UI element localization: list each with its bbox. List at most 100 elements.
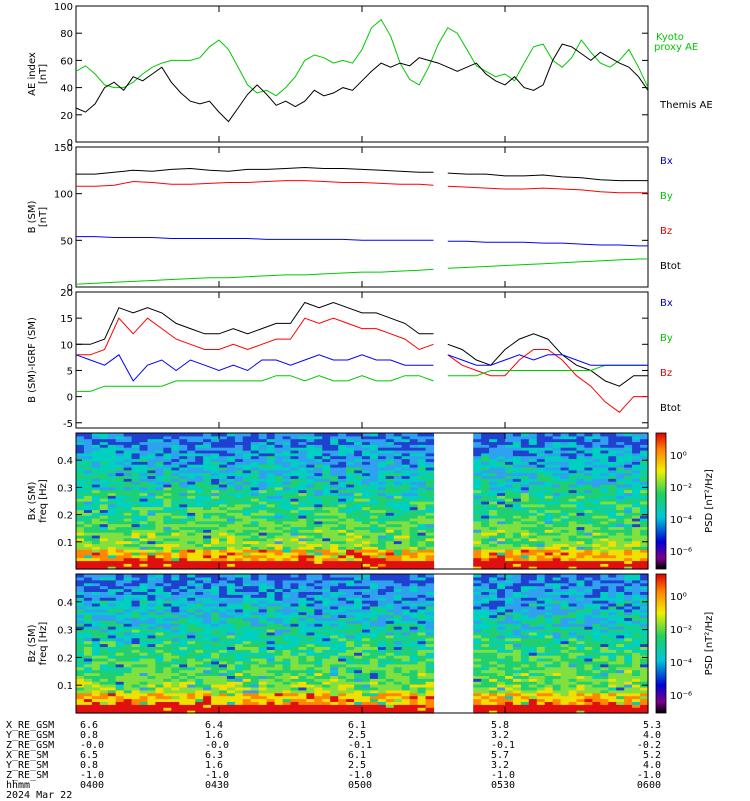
psd-cell: [592, 532, 601, 535]
psd-cell: [489, 507, 498, 510]
psd-cell: [481, 532, 490, 535]
psd-cell: [521, 532, 530, 535]
psd-cell: [426, 439, 435, 442]
psd-cell: [600, 464, 609, 467]
psd-cell: [410, 532, 419, 535]
psd-cell: [505, 558, 514, 561]
psd-cell: [386, 558, 395, 561]
psd-cell: [179, 524, 188, 527]
psd-cell: [521, 524, 530, 527]
psd-cell: [561, 498, 570, 501]
psd-cell: [203, 498, 212, 501]
psd-cell: [298, 532, 307, 535]
psd-cell: [179, 532, 188, 535]
psd-cell: [553, 456, 562, 459]
psd-cell: [132, 574, 141, 578]
psd-cell: [211, 456, 220, 459]
psd-cell: [92, 490, 101, 493]
psd-cell: [394, 498, 403, 501]
psd-cell: [370, 481, 379, 484]
psd-cell: [394, 439, 403, 442]
psd-cell: [346, 473, 355, 476]
psd-cell: [584, 456, 593, 459]
psd-cell: [132, 456, 141, 459]
psd-cell: [298, 498, 307, 501]
psd-cell: [275, 447, 284, 450]
psd-cell: [155, 498, 164, 501]
psd-cell: [203, 549, 212, 552]
psd-cell: [306, 558, 315, 561]
psd-cell: [584, 464, 593, 467]
psd-cell: [92, 456, 101, 459]
psd-cell: [386, 439, 395, 442]
psd-cell: [473, 439, 482, 442]
psd-cell: [251, 532, 259, 535]
psd-cell: [187, 481, 196, 484]
psd-cell: [410, 473, 419, 476]
psd-cell: [386, 456, 395, 459]
psd-cell: [203, 507, 212, 510]
psd-cell: [116, 507, 125, 510]
psd-cell: [251, 558, 259, 561]
psd-cell: [497, 433, 506, 436]
psd-cell: [283, 439, 292, 442]
y-tick-label: 100: [54, 2, 73, 13]
psd-cell: [632, 524, 641, 527]
psd-cell: [370, 498, 379, 501]
psd-cell: [577, 524, 586, 527]
psd-cell: [124, 464, 133, 467]
psd-cell: [259, 558, 268, 561]
psd-cell: [402, 558, 411, 561]
psd-cell: [132, 464, 141, 467]
psd-cell: [314, 433, 323, 436]
psd-cell: [553, 507, 562, 510]
psd-cell: [298, 481, 307, 484]
psd-cell: [569, 498, 578, 501]
psd-cell: [362, 439, 371, 442]
y-axis-unit: [nT]: [38, 64, 49, 84]
psd-cell: [418, 456, 427, 459]
psd-cell: [132, 541, 141, 544]
psd-cell: [584, 515, 593, 518]
psd-cell: [267, 498, 276, 501]
psd-cell: [84, 507, 93, 510]
psd-cell: [537, 481, 546, 484]
psd-cell: [267, 447, 276, 450]
y-axis-unit: freq [Hz]: [38, 479, 49, 523]
psd-cell: [410, 515, 419, 518]
psd-cell: [211, 473, 220, 476]
psd-cell: [426, 498, 435, 501]
psd-cell: [481, 515, 490, 518]
psd-cell: [76, 447, 85, 450]
psd-cell: [346, 481, 355, 484]
psd-cell: [608, 507, 617, 510]
psd-cell: [569, 549, 578, 552]
psd-cell: [306, 481, 315, 484]
psd-cell: [481, 433, 490, 436]
psd-cell: [275, 507, 284, 510]
psd-cell: [600, 549, 609, 552]
psd-cell: [275, 439, 284, 442]
psd-cell: [418, 498, 427, 501]
psd-cell: [608, 433, 617, 436]
psd-cell: [370, 433, 379, 436]
psd-cell: [179, 481, 188, 484]
psd-cell: [402, 464, 411, 467]
psd-cell: [179, 558, 188, 561]
psd-cell: [76, 490, 85, 493]
psd-cell: [402, 507, 411, 510]
psd-cell: [211, 447, 220, 450]
psd-cell: [561, 558, 570, 561]
psd-cell: [132, 507, 141, 510]
psd-cell: [227, 456, 236, 459]
psd-cell: [84, 447, 93, 450]
psd-cell: [370, 439, 379, 442]
psd-cell: [267, 490, 276, 493]
psd-cell: [481, 549, 490, 552]
psd-cell: [386, 490, 395, 493]
psd-cell: [92, 549, 101, 552]
psd-cell: [394, 558, 403, 561]
psd-cell: [108, 515, 117, 518]
psd-cell: [640, 473, 649, 476]
psd-cell: [227, 541, 236, 544]
